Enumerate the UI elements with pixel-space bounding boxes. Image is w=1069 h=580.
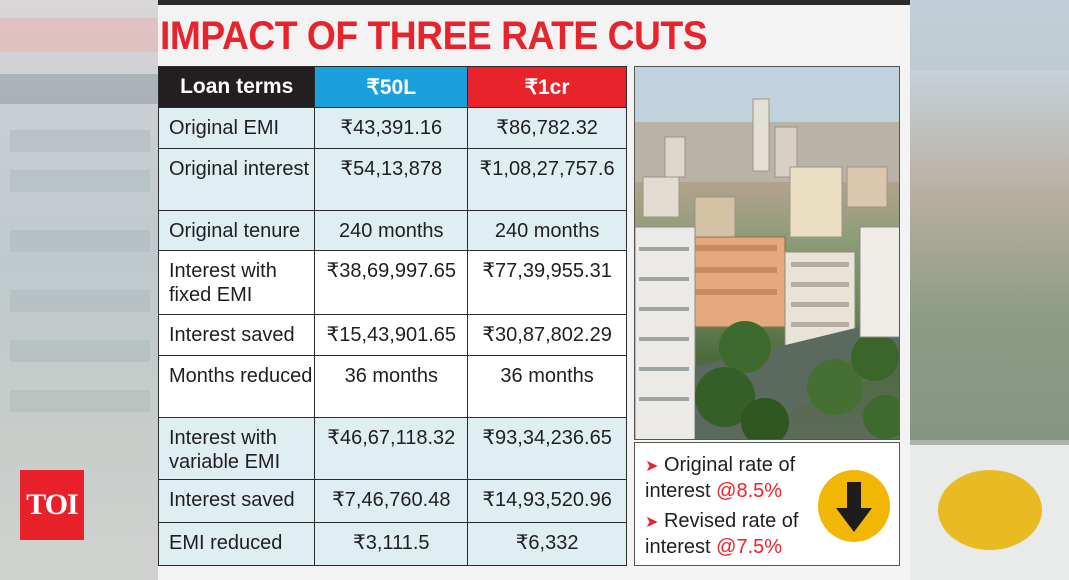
cell-50l: ₹54,13,878 xyxy=(314,148,469,211)
headline: IMPACT OF THREE RATE CUTS xyxy=(160,14,708,58)
table-row: EMI reduced ₹3,111.5 ₹6,332 xyxy=(157,522,627,566)
cell-50l: 36 months xyxy=(314,355,469,418)
cell-1cr: ₹93,34,236.65 xyxy=(467,417,627,480)
table-row: Original interest ₹54,13,878 ₹1,08,27,75… xyxy=(157,148,627,211)
row-label: Interest saved xyxy=(157,314,316,356)
background-blur-right xyxy=(910,0,1069,580)
background-blur-title xyxy=(0,18,158,52)
background-blur-bar xyxy=(0,74,158,104)
red-arrow-icon: ➤ xyxy=(645,514,659,531)
rate-info-box: ➤ Original rate of interest @8.5% ➤ Revi… xyxy=(634,442,900,566)
row-label: Original interest xyxy=(157,148,316,211)
row-label: Interest with variable EMI xyxy=(157,417,316,480)
header-50l: ₹50L xyxy=(314,66,469,108)
row-label: Months reduced xyxy=(157,355,316,418)
background-blur-city xyxy=(910,70,1069,440)
city-skyline-photo xyxy=(634,66,900,440)
header-loan-terms: Loan terms xyxy=(157,66,316,108)
cell-1cr: ₹30,87,802.29 xyxy=(467,314,627,356)
row-label: EMI reduced xyxy=(157,522,316,566)
cell-1cr: ₹6,332 xyxy=(467,522,627,566)
cell-50l: ₹3,111.5 xyxy=(314,522,469,566)
cell-50l: ₹15,43,901.65 xyxy=(314,314,469,356)
table-row: Interest with variable EMI ₹46,67,118.32… xyxy=(157,417,627,480)
cell-1cr: ₹77,39,955.31 xyxy=(467,250,627,315)
original-rate-label-2: interest xyxy=(645,480,717,502)
cell-1cr: 36 months xyxy=(467,355,627,418)
table-row: Interest saved ₹7,46,760.48 ₹14,93,520.9… xyxy=(157,479,627,523)
red-arrow-icon: ➤ xyxy=(645,458,659,475)
background-blur-bottom xyxy=(910,445,1069,580)
revised-rate-label: Revised rate of xyxy=(663,510,799,532)
table-row: Interest with fixed EMI ₹38,69,997.65 ₹7… xyxy=(157,250,627,315)
background-blur-row xyxy=(10,290,150,312)
infographic: IMPACT OF THREE RATE CUTS Loan terms ₹50… xyxy=(157,0,910,580)
original-rate-label: Original rate of xyxy=(663,454,796,476)
cell-1cr: ₹86,782.32 xyxy=(467,107,627,149)
top-rule xyxy=(158,0,910,5)
row-label: Interest saved xyxy=(157,479,316,523)
row-label: Original tenure xyxy=(157,210,316,251)
city-illustration xyxy=(635,67,899,439)
original-rate-text: ➤ Original rate of interest @8.5% xyxy=(645,453,795,504)
row-label: Interest with fixed EMI xyxy=(157,250,316,315)
background-blur-row xyxy=(10,230,150,252)
revised-rate-value: @7.5% xyxy=(716,536,783,558)
background-blur-row xyxy=(10,170,150,192)
table-header-row: Loan terms ₹50L ₹1cr xyxy=(157,66,627,108)
revised-rate-text: ➤ Revised rate of interest @7.5% xyxy=(645,509,798,560)
background-blur-row xyxy=(10,130,150,152)
cell-50l: ₹7,46,760.48 xyxy=(314,479,469,523)
table-row: Months reduced 36 months 36 months xyxy=(157,355,627,418)
cell-50l: 240 months xyxy=(314,210,469,251)
cell-50l: ₹38,69,997.65 xyxy=(314,250,469,315)
header-1cr: ₹1cr xyxy=(467,66,627,108)
down-arrow-icon xyxy=(818,470,890,542)
toi-logo: TOI xyxy=(20,470,84,540)
cell-1cr: ₹14,93,520.96 xyxy=(467,479,627,523)
cell-50l: ₹43,391.16 xyxy=(314,107,469,149)
table-row: Original tenure 240 months 240 months xyxy=(157,210,627,251)
revised-rate-label-2: interest xyxy=(645,536,717,558)
loan-comparison-table: Loan terms ₹50L ₹1cr Original EMI ₹43,39… xyxy=(157,66,627,566)
background-blur-row xyxy=(10,390,150,412)
background-blur-row xyxy=(10,340,150,362)
table-row: Original EMI ₹43,391.16 ₹86,782.32 xyxy=(157,107,627,149)
cell-50l: ₹46,67,118.32 xyxy=(314,417,469,480)
cell-1cr: ₹1,08,27,757.6 xyxy=(467,148,627,211)
cell-1cr: 240 months xyxy=(467,210,627,251)
background-blur-badge xyxy=(938,470,1042,550)
row-label: Original EMI xyxy=(157,107,316,149)
table-row: Interest saved ₹15,43,901.65 ₹30,87,802.… xyxy=(157,314,627,356)
original-rate-value: @8.5% xyxy=(716,480,783,502)
